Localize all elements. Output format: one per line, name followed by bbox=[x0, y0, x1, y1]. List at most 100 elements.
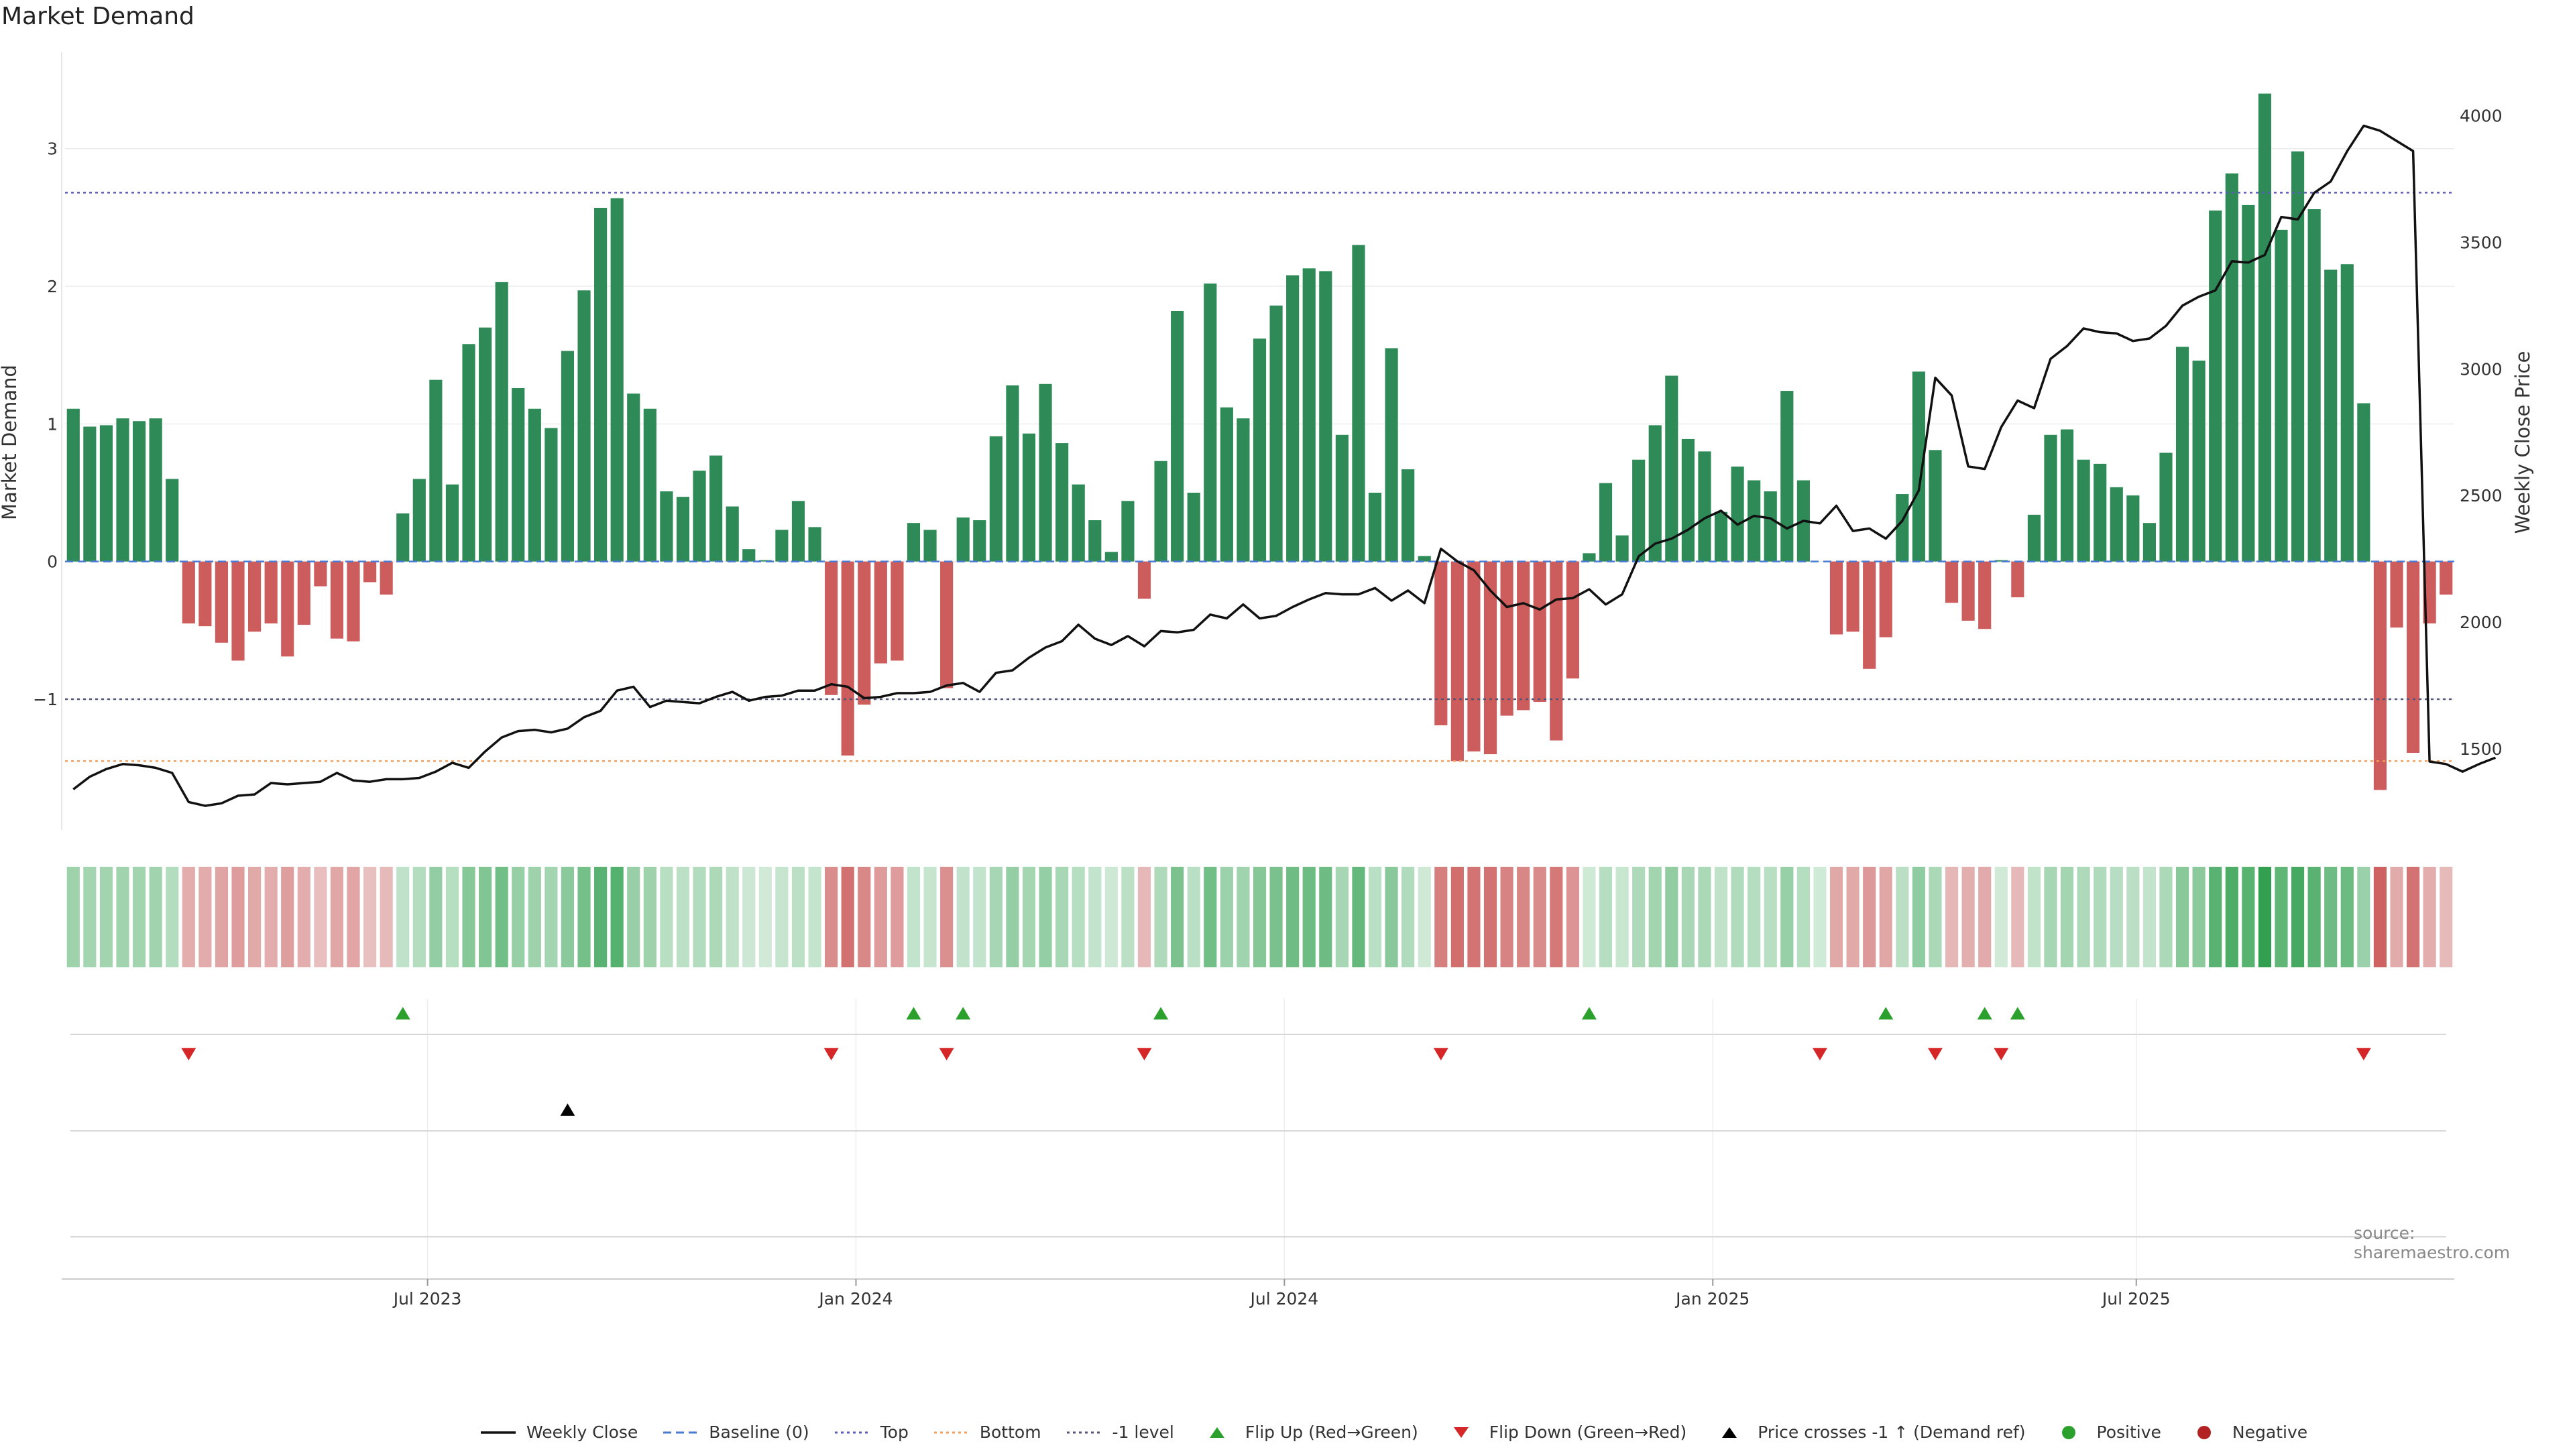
demand-bar bbox=[1863, 561, 1876, 669]
demand-bar bbox=[561, 351, 575, 562]
legend-label-minus1: -1 level bbox=[1112, 1422, 1174, 1442]
legend-label-flipup: Flip Up (Red→Green) bbox=[1245, 1422, 1418, 1442]
heat-cell bbox=[2390, 867, 2403, 967]
demand-bar bbox=[231, 561, 245, 661]
demand-bar bbox=[83, 426, 97, 562]
demand-bar bbox=[2126, 495, 2140, 562]
demand-bar bbox=[1500, 561, 1513, 716]
demand-bar bbox=[973, 520, 986, 562]
demand-bar bbox=[1187, 492, 1200, 562]
heat-cell bbox=[247, 867, 262, 967]
demand-bar bbox=[1253, 339, 1267, 562]
heat-cell bbox=[66, 867, 80, 967]
legend-label-flipdown: Flip Down (Green→Red) bbox=[1489, 1422, 1687, 1442]
heat-cell bbox=[1385, 867, 1398, 967]
demand-bar bbox=[545, 428, 558, 562]
heat-cell bbox=[1104, 867, 1118, 967]
heat-cell bbox=[973, 867, 986, 967]
demand-bar bbox=[1566, 561, 1579, 679]
heat-cell bbox=[462, 867, 475, 967]
demand-bar bbox=[495, 282, 508, 562]
heat-cell bbox=[347, 867, 360, 967]
heat-cell bbox=[1319, 867, 1332, 967]
heat-cell bbox=[1665, 867, 1678, 967]
demand-bar bbox=[1780, 391, 1794, 562]
flip-down-marker bbox=[823, 1048, 839, 1060]
heat-cell bbox=[891, 867, 904, 967]
heat-cell bbox=[149, 867, 162, 967]
demand-bar bbox=[2307, 209, 2321, 562]
demand-bar bbox=[330, 561, 344, 639]
demand-bar bbox=[1220, 407, 1233, 562]
demand-bar bbox=[2011, 561, 2024, 598]
heat-cell bbox=[1994, 867, 2008, 967]
heat-cell bbox=[1072, 867, 1085, 967]
heat-cell bbox=[594, 867, 608, 967]
demand-bar bbox=[2175, 347, 2189, 562]
source-credit: source: sharemaestro.com bbox=[2354, 1223, 2511, 1262]
legend-item-flipdown: Flip Down (Green→Red) bbox=[1442, 1422, 1687, 1442]
demand-bar bbox=[479, 327, 492, 562]
demand-bar bbox=[2275, 229, 2288, 562]
heat-cell bbox=[1714, 867, 1728, 967]
demand-bar bbox=[775, 530, 789, 562]
heat-cell bbox=[479, 867, 492, 967]
left-axis-label: Market Demand bbox=[0, 365, 21, 520]
legend-label-positive: Positive bbox=[2096, 1422, 2161, 1442]
heat-cell bbox=[2324, 867, 2338, 967]
demand-bar bbox=[1302, 268, 1316, 562]
heat-cell bbox=[1731, 867, 1744, 967]
heat-cell bbox=[1681, 867, 1695, 967]
demand-bar bbox=[1104, 552, 1118, 562]
demand-bar bbox=[2440, 561, 2453, 595]
demand-bar bbox=[1154, 461, 1167, 562]
demand-bar bbox=[709, 455, 723, 562]
heat-cell bbox=[2110, 867, 2123, 967]
right-tick-label: 1500 bbox=[2460, 739, 2503, 759]
legend-symbol-positive bbox=[2061, 1425, 2075, 1439]
heat-cell bbox=[1764, 867, 1777, 967]
demand-bar bbox=[874, 561, 887, 664]
right-tick-label: 3000 bbox=[2460, 359, 2503, 379]
heat-cell bbox=[1879, 867, 1892, 967]
demand-bar bbox=[1483, 561, 1497, 755]
demand-bar bbox=[247, 561, 262, 632]
demand-bar bbox=[1137, 561, 1151, 599]
heat-cell bbox=[2340, 867, 2354, 967]
demand-bar bbox=[1204, 283, 1217, 562]
demand-bar bbox=[2258, 93, 2272, 562]
heat-cell bbox=[1978, 867, 1992, 967]
left-tick-label: −1 bbox=[33, 690, 58, 709]
demand-bar bbox=[1599, 483, 1613, 562]
heat-cell bbox=[314, 867, 327, 967]
demand-bar bbox=[2142, 523, 2156, 562]
legend-label-baseline: Baseline (0) bbox=[709, 1422, 809, 1442]
legend-symbol-flipdown bbox=[1453, 1427, 1469, 1438]
legend-items: Weekly Close Baseline (0) Top Bottom -1 leve… bbox=[479, 1422, 2332, 1442]
legend-symbol-baseline bbox=[663, 1431, 699, 1433]
legend-symbol-cross bbox=[1722, 1427, 1737, 1438]
legend-symbol-negative bbox=[2197, 1425, 2211, 1439]
heat-cell bbox=[2423, 867, 2436, 967]
demand-bar bbox=[2291, 151, 2305, 562]
demand-bar bbox=[2340, 264, 2354, 562]
heat-cell bbox=[758, 867, 772, 967]
heat-cell bbox=[231, 867, 245, 967]
heat-cell bbox=[1286, 867, 1300, 967]
demand-bar bbox=[2390, 561, 2403, 628]
heat-cell bbox=[2357, 867, 2370, 967]
demand-bar bbox=[627, 393, 640, 562]
legend-symbol-bottom bbox=[933, 1431, 969, 1433]
demand-bar bbox=[610, 198, 624, 562]
heat-cell bbox=[1401, 867, 1415, 967]
left-tick-label: 3 bbox=[47, 139, 58, 159]
demand-bar bbox=[1121, 501, 1135, 562]
demand-bar bbox=[940, 561, 954, 688]
heat-cell bbox=[2242, 867, 2255, 967]
heat-cell bbox=[742, 867, 756, 967]
heat-cell bbox=[2159, 867, 2173, 967]
heat-cell bbox=[561, 867, 575, 967]
heat-cell bbox=[2373, 867, 2387, 967]
heat-cell bbox=[1022, 867, 1036, 967]
heat-cell bbox=[297, 867, 310, 967]
